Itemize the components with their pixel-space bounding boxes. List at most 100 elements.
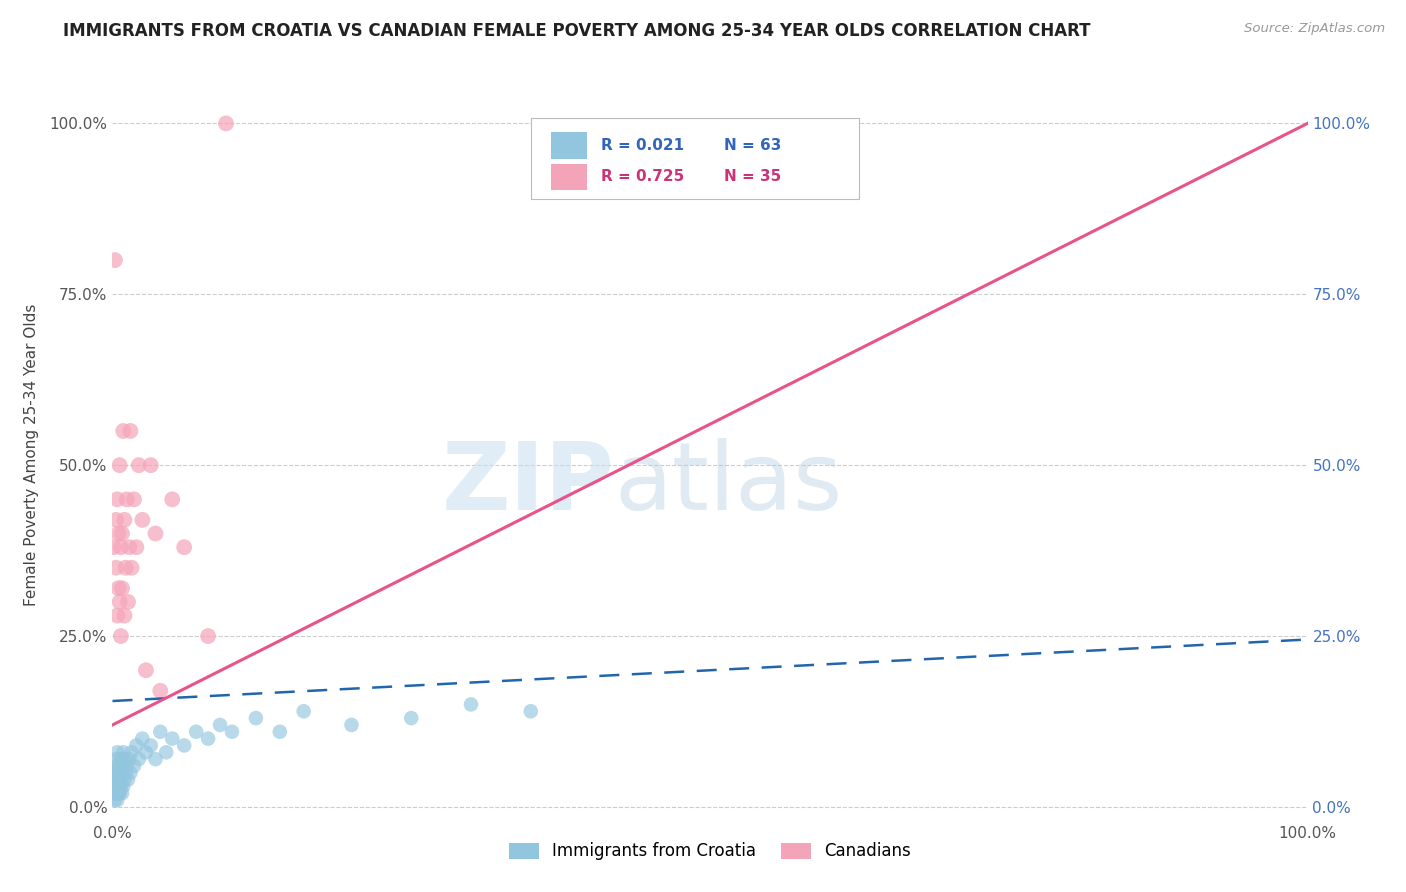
Point: [215, 116, 238, 130]
Point: [105, 745, 128, 759]
Point: [155, 745, 177, 759]
Point: [118, 752, 141, 766]
Point: [125, 540, 148, 554]
Point: [110, 540, 132, 554]
Point: [111, 581, 134, 595]
Text: N = 35: N = 35: [724, 169, 782, 185]
Point: [114, 772, 135, 787]
Point: [103, 786, 125, 800]
Point: [105, 513, 128, 527]
Y-axis label: Female Poverty Among 25-34 Year Olds: Female Poverty Among 25-34 Year Olds: [24, 304, 38, 606]
Point: [105, 765, 128, 780]
Point: [115, 492, 138, 507]
Point: [107, 780, 129, 794]
Point: [112, 745, 135, 759]
Text: IMMIGRANTS FROM CROATIA VS CANADIAN FEMALE POVERTY AMONG 25-34 YEAR OLDS CORRELA: IMMIGRANTS FROM CROATIA VS CANADIAN FEMA…: [63, 22, 1091, 40]
Point: [104, 780, 127, 794]
Point: [108, 786, 131, 800]
Point: [186, 724, 208, 739]
Point: [104, 772, 127, 787]
Point: [162, 731, 183, 746]
Point: [114, 752, 135, 766]
Point: [117, 772, 139, 787]
Point: [107, 581, 129, 595]
Point: [520, 704, 543, 718]
Point: [105, 608, 128, 623]
Point: [125, 739, 148, 753]
Point: [110, 752, 132, 766]
Point: [104, 253, 127, 268]
Point: [145, 752, 167, 766]
Point: [131, 731, 153, 746]
Point: [221, 724, 243, 739]
Text: R = 0.021: R = 0.021: [602, 138, 685, 153]
Point: [111, 759, 134, 773]
Point: [128, 752, 150, 766]
Point: [108, 595, 131, 609]
Point: [340, 718, 363, 732]
Point: [110, 629, 132, 643]
Point: [103, 540, 125, 554]
Point: [122, 492, 145, 507]
FancyBboxPatch shape: [551, 164, 586, 190]
Legend: Immigrants from Croatia, Canadians: Immigrants from Croatia, Canadians: [502, 836, 918, 867]
Point: [105, 772, 128, 787]
Point: [105, 786, 128, 800]
Point: [110, 780, 132, 794]
Point: [401, 711, 423, 725]
Point: [197, 731, 219, 746]
Point: [149, 724, 172, 739]
Point: [121, 560, 143, 574]
Text: Source: ZipAtlas.com: Source: ZipAtlas.com: [1244, 22, 1385, 36]
Point: [103, 772, 125, 787]
Point: [107, 526, 129, 541]
Point: [108, 772, 131, 787]
Point: [245, 711, 267, 725]
Point: [112, 424, 135, 438]
Point: [114, 513, 135, 527]
Point: [117, 595, 139, 609]
Text: atlas: atlas: [614, 438, 842, 530]
Point: [103, 780, 125, 794]
Point: [209, 718, 232, 732]
Point: [103, 765, 125, 780]
Point: [108, 765, 131, 780]
Point: [104, 793, 127, 807]
Point: [105, 560, 128, 574]
Point: [112, 780, 135, 794]
Point: [120, 765, 142, 780]
Point: [105, 780, 128, 794]
Point: [114, 765, 136, 780]
Point: [162, 492, 183, 507]
Point: [105, 786, 128, 800]
Point: [173, 739, 195, 753]
Point: [111, 526, 134, 541]
Point: [118, 540, 141, 554]
Point: [269, 724, 291, 739]
Point: [131, 513, 153, 527]
Point: [139, 739, 162, 753]
Point: [122, 759, 145, 773]
Point: [173, 540, 195, 554]
Point: [145, 526, 167, 541]
Point: [114, 608, 135, 623]
Point: [120, 424, 142, 438]
Point: [292, 704, 315, 718]
Point: [105, 780, 128, 794]
Point: [111, 786, 134, 800]
Text: R = 0.725: R = 0.725: [602, 169, 685, 185]
FancyBboxPatch shape: [531, 119, 859, 199]
Point: [135, 663, 157, 677]
Point: [139, 458, 162, 472]
Text: N = 63: N = 63: [724, 138, 782, 153]
Point: [115, 759, 138, 773]
Point: [107, 786, 129, 800]
Point: [149, 683, 172, 698]
Point: [105, 765, 128, 780]
Point: [105, 793, 128, 807]
Point: [108, 458, 131, 472]
Point: [114, 560, 136, 574]
Point: [107, 772, 129, 787]
FancyBboxPatch shape: [551, 132, 586, 159]
Point: [104, 786, 127, 800]
